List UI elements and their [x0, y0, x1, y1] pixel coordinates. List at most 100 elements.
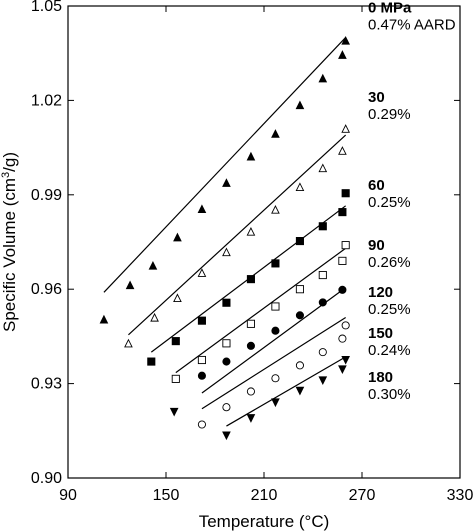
data-point — [341, 241, 350, 250]
fit-line — [201, 317, 346, 410]
data-point — [271, 398, 280, 408]
data-point — [246, 414, 256, 423]
data-point — [171, 374, 180, 383]
data-point — [222, 339, 231, 348]
series-pressure-label: 120 — [368, 284, 393, 301]
series-pressure-label: 60 — [368, 177, 385, 194]
data-point — [246, 275, 255, 284]
data-point — [173, 232, 182, 242]
data-point — [271, 204, 280, 214]
data-point — [295, 311, 304, 320]
data-point — [295, 182, 305, 191]
data-point — [338, 146, 347, 155]
series-pressure-label: 180 — [368, 369, 393, 386]
data-point — [99, 314, 109, 324]
data-point — [197, 355, 206, 365]
data-point — [338, 50, 347, 59]
data-point — [246, 227, 256, 236]
x-tick-label: 210 — [251, 487, 278, 504]
series-aard-label: 0.24% — [368, 342, 411, 359]
data-point — [341, 321, 350, 330]
data-point — [271, 129, 280, 138]
data-point — [341, 189, 350, 198]
series-pressure-label: 90 — [368, 237, 385, 254]
data-point — [295, 386, 305, 396]
x-tick-label: 90 — [59, 487, 77, 504]
series-aard-label: 0.25% — [368, 301, 411, 318]
y-tick-label: 1.05 — [31, 0, 62, 15]
data-point — [246, 341, 255, 350]
fit-line — [175, 247, 347, 374]
data-point — [246, 151, 256, 161]
data-point — [338, 285, 347, 294]
fit-lines — [103, 37, 347, 427]
data-point — [222, 247, 231, 257]
data-point — [295, 361, 304, 370]
data-point — [341, 36, 350, 45]
x-axis-label: Temperature (°C) — [199, 512, 330, 531]
data-points — [99, 36, 350, 441]
data-point — [338, 208, 347, 217]
data-point — [318, 222, 327, 231]
data-point — [197, 316, 206, 325]
data-point — [318, 348, 327, 357]
data-point — [171, 337, 180, 346]
data-point — [295, 237, 304, 246]
data-point — [125, 280, 135, 290]
y-axis-label: Specific Volume (cm3/g) — [0, 152, 19, 332]
y-tick-label: 0.93 — [31, 376, 62, 393]
data-point — [341, 355, 350, 365]
data-point — [246, 319, 255, 328]
series-aard-label: 0.29% — [368, 106, 411, 123]
data-point — [197, 420, 206, 429]
data-point — [318, 270, 327, 280]
y-axis-label-main: Specific Volume (cm — [0, 178, 19, 332]
x-tick-label: 270 — [349, 487, 376, 504]
data-point — [222, 403, 231, 412]
series-pressure-label: 0 MPa — [368, 0, 412, 16]
series-aard-label: 0.30% — [368, 386, 411, 403]
data-point — [338, 256, 347, 265]
x-tick-label: 330 — [447, 487, 474, 504]
data-point — [222, 357, 231, 366]
series-pressure-label: 30 — [368, 89, 385, 106]
data-point — [271, 326, 280, 335]
data-point — [169, 407, 179, 417]
y-tick-label: 0.99 — [31, 187, 62, 204]
data-point — [295, 285, 304, 294]
data-point — [318, 73, 328, 83]
series-pressure-label: 150 — [368, 325, 393, 342]
data-point — [338, 334, 347, 343]
series-aard-label: 0.25% — [368, 194, 411, 211]
data-point — [124, 338, 133, 348]
data-point — [222, 431, 231, 441]
y-tick-label: 0.90 — [31, 470, 62, 487]
data-point — [271, 259, 280, 268]
data-point — [318, 376, 328, 386]
data-point — [173, 293, 182, 303]
fit-line — [103, 37, 347, 293]
data-point — [271, 374, 280, 383]
fit-line — [128, 134, 347, 336]
data-point — [318, 298, 327, 307]
y-axis-label-superscript: 3 — [0, 172, 12, 178]
plot-frame — [67, 5, 461, 479]
data-point — [222, 298, 231, 307]
data-point — [295, 100, 305, 110]
y-tick-label: 0.96 — [31, 281, 62, 298]
axis-ticks: 90 150 210 270 330 0.90 0.93 0.96 0.99 1.02 1.05 — [31, 0, 474, 504]
data-point — [341, 124, 350, 133]
y-tick-label: 1.02 — [31, 92, 62, 109]
x-tick-label: 150 — [153, 487, 180, 504]
data-point — [222, 178, 231, 187]
data-point — [197, 268, 207, 277]
data-point — [271, 302, 280, 311]
fit-line — [226, 356, 346, 427]
y-axis-label-tail: /g) — [0, 152, 19, 172]
data-point — [148, 260, 158, 270]
data-point — [338, 365, 347, 375]
data-point — [246, 387, 255, 396]
data-point — [318, 163, 328, 173]
series-aard-label: 0.26% — [368, 254, 411, 271]
